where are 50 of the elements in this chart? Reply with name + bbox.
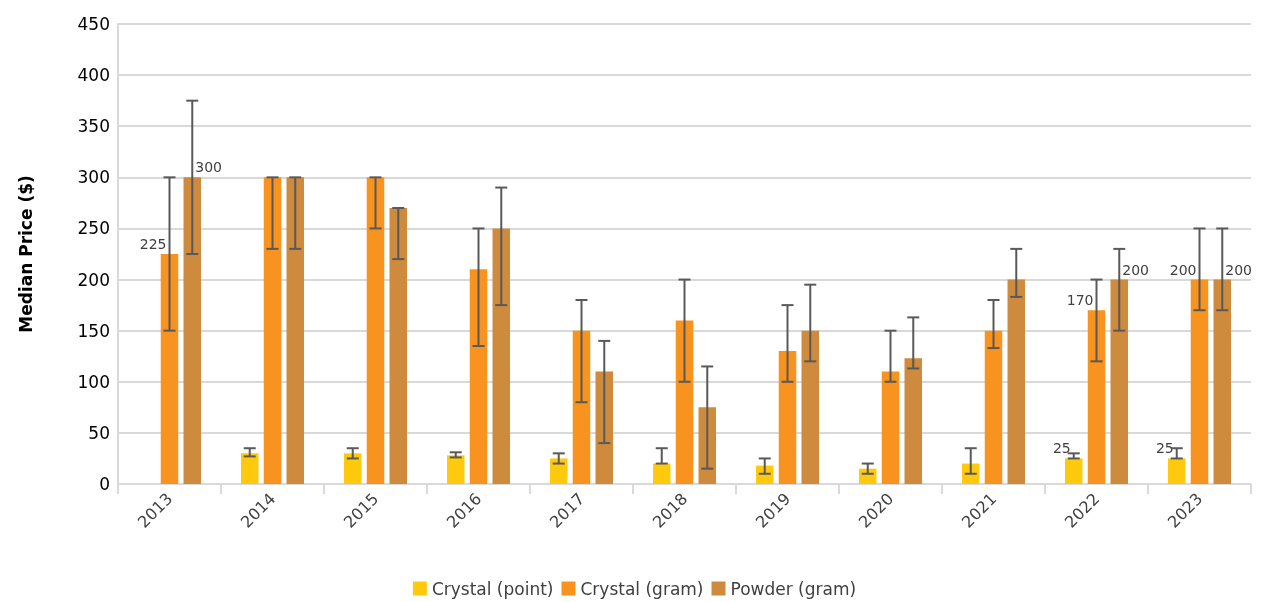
bar — [595, 371, 614, 484]
bar — [549, 458, 568, 484]
y-tick-label: 0 — [99, 474, 110, 494]
y-tick-label: 50 — [88, 422, 110, 443]
bar — [389, 208, 408, 484]
data-label: 25 — [1052, 440, 1071, 457]
data-label: 225 — [139, 236, 167, 252]
bar — [1007, 279, 1026, 484]
y-tick-label: 200 — [77, 269, 110, 290]
bar — [160, 254, 179, 484]
y-axis-title: Median Price ($) — [15, 175, 36, 333]
y-tick-label: 150 — [77, 320, 110, 341]
bar — [492, 228, 511, 484]
bar — [984, 330, 1003, 484]
bar — [801, 330, 820, 484]
bar — [652, 463, 671, 484]
bar — [1213, 279, 1232, 484]
bar — [572, 330, 591, 484]
legend-label: Crystal (gram) — [580, 578, 704, 599]
bar — [1190, 279, 1209, 484]
bar — [778, 351, 797, 484]
data-label: 170 — [1066, 292, 1094, 309]
data-label: 200 — [1169, 261, 1197, 278]
bar — [881, 371, 900, 484]
bar — [343, 453, 362, 484]
data-label: 200 — [1122, 261, 1149, 278]
bar — [1064, 458, 1083, 484]
bar — [675, 320, 694, 484]
y-tick-label: 450 — [77, 14, 110, 34]
bar — [183, 177, 202, 484]
y-tick-label: 300 — [77, 167, 110, 188]
bar — [366, 177, 385, 484]
data-label: 25 — [1155, 440, 1174, 457]
y-tick-label: 350 — [77, 116, 110, 137]
bar — [1110, 279, 1129, 484]
y-tick-label: 400 — [77, 65, 110, 86]
bar — [240, 453, 259, 484]
y-tick-label: 250 — [77, 218, 110, 239]
bar — [286, 177, 305, 484]
y-tick-label: 100 — [77, 371, 110, 392]
bar — [904, 358, 923, 484]
bar — [1167, 458, 1186, 484]
legend-label: Powder (gram) — [730, 578, 857, 599]
data-label: 300 — [195, 159, 222, 176]
legend-label: Crystal (point) — [431, 578, 554, 599]
data-label: 200 — [1225, 261, 1252, 278]
bar — [263, 177, 282, 484]
bar — [1087, 310, 1106, 484]
bar — [469, 269, 488, 484]
bar — [446, 455, 465, 484]
